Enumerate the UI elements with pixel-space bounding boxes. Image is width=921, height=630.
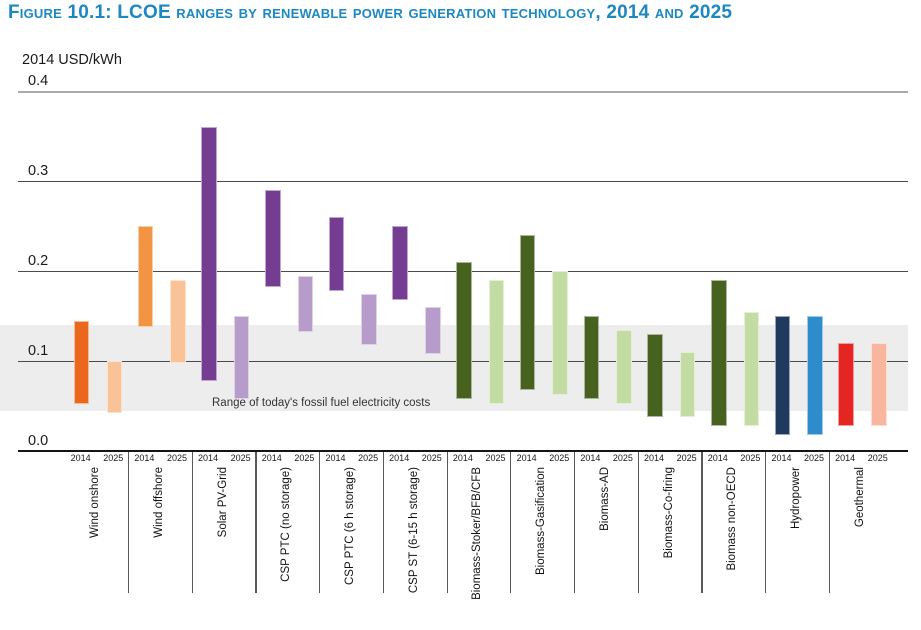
year-label-solar-pv-grid-2025: 2025 [230,453,251,463]
range-bar-csp-st-6-15-h-storage-2025 [425,307,441,354]
year-label-biomass-non-oecd-2025: 2025 [740,453,761,463]
year-label-geothermal-2025: 2025 [867,453,888,463]
range-bar-biomass-stoker-bfb-cfb-2025 [488,280,505,404]
range-bar-csp-st-6-15-h-storage-2014 [392,226,408,300]
category-label-solar-pv-grid: Solar PV-Grid [216,467,229,538]
group-divider [446,452,448,593]
fossil-fuel-band [0,325,908,411]
gridline-0.4 [18,91,908,93]
group-divider [255,452,257,593]
range-bar-biomass-ad-2025 [616,329,632,404]
group-divider [637,452,639,593]
range-bar-biomass-non-oecd-2014 [711,280,727,426]
range-bar-csp-ptc-6-h-storage-2014 [328,217,345,291]
range-bar-wind-onshore-2025 [106,361,122,413]
category-label-wind-onshore: Wind onshore [89,467,102,538]
group-divider [828,452,830,593]
range-bar-csp-ptc-no-storage-2025 [297,275,314,332]
category-label-biomass-ad: Biomass-AD [598,467,611,531]
group-divider [382,452,385,593]
category-label-biomass-gasification: Biomass-Gasification [535,467,548,576]
year-label-csp-st-6-15-h-storage-2025: 2025 [421,453,442,463]
range-bar-biomass-stoker-bfb-cfb-2014 [456,262,472,399]
year-label-csp-st-6-15-h-storage-2014: 2014 [389,453,410,463]
category-label-csp-ptc-6-h-storage: CSP PTC (6 h storage) [343,467,356,586]
range-bar-geothermal-2014 [838,343,854,426]
year-label-csp-ptc-6-h-storage-2025: 2025 [358,453,379,463]
range-bar-csp-ptc-no-storage-2014 [265,190,281,287]
range-bar-biomass-ad-2014 [583,316,600,399]
year-label-biomass-stoker-bfb-cfb-2025: 2025 [485,453,506,463]
range-bar-geothermal-2025 [871,343,887,426]
group-divider [191,452,193,593]
range-bar-biomass-co-firing-2014 [647,334,663,417]
tick-label-0.4: 0.4 [28,73,49,89]
category-label-biomass-co-firing: Biomass-Co-firing [662,467,675,559]
range-bar-wind-onshore-2014 [73,320,90,404]
range-bar-hydropower-2025 [807,316,823,435]
group-divider [573,452,576,593]
year-label-biomass-gasification-2014: 2014 [516,453,537,463]
range-bar-biomass-gasification-2025 [552,271,568,395]
year-label-wind-offshore-2025: 2025 [166,453,187,463]
group-divider [765,452,767,593]
range-bar-hydropower-2014 [774,316,791,435]
x-axis-line [18,450,908,453]
category-label-csp-st-6-15-h-storage: CSP ST (6-15 h storage) [407,467,420,594]
range-bar-biomass-non-oecd-2025 [743,311,760,426]
category-label-biomass-non-oecd: Biomass non-OECD [726,467,739,571]
group-divider [510,452,512,593]
year-label-wind-onshore-2025: 2025 [103,453,124,463]
range-bar-biomass-gasification-2014 [519,235,536,390]
year-label-biomass-non-oecd-2014: 2014 [707,453,728,463]
tick-label-0.3: 0.3 [28,163,49,179]
year-label-csp-ptc-no-storage-2014: 2014 [261,453,282,463]
year-label-biomass-ad-2025: 2025 [612,453,633,463]
y-axis-unit-label: 2014 USD/kWh [22,52,122,68]
group-divider [128,452,130,593]
year-label-biomass-stoker-bfb-cfb-2014: 2014 [452,453,473,463]
year-label-hydropower-2025: 2025 [804,453,825,463]
tick-label-0.0: 0.0 [28,433,49,449]
year-label-biomass-ad-2014: 2014 [580,453,601,463]
year-label-wind-onshore-2014: 2014 [70,453,91,463]
range-bar-wind-offshore-2025 [170,280,186,363]
year-label-biomass-co-firing-2014: 2014 [644,453,665,463]
range-bar-solar-pv-grid-2014 [201,127,217,381]
chart-title: Figure 10.1: LCOE ranges by renewable po… [8,2,733,23]
tick-label-0.1: 0.1 [28,343,49,359]
year-label-geothermal-2014: 2014 [835,453,856,463]
category-label-geothermal: Geothermal [853,467,866,528]
category-label-wind-offshore: Wind offshore [152,467,165,538]
year-label-biomass-gasification-2025: 2025 [549,453,570,463]
category-label-hydropower: Hydropower [789,467,802,529]
group-divider [701,452,703,593]
group-divider [319,452,321,593]
category-label-csp-ptc-no-storage: CSP PTC (no storage) [280,467,293,582]
gridline-0.3 [18,181,908,183]
year-label-solar-pv-grid-2014: 2014 [198,453,219,463]
tick-label-0.2: 0.2 [28,253,49,269]
fossil-fuel-band-label: Range of today's fossil fuel electricity… [212,397,431,409]
year-label-csp-ptc-no-storage-2025: 2025 [294,453,315,463]
year-label-csp-ptc-6-h-storage-2014: 2014 [325,453,346,463]
range-bar-solar-pv-grid-2025 [233,316,250,399]
range-bar-wind-offshore-2014 [137,226,154,327]
range-bar-biomass-co-firing-2025 [679,352,696,417]
category-label-biomass-stoker-bfb-cfb: Biomass-Stoker/BFB/CFB [471,467,484,600]
year-label-hydropower-2014: 2014 [771,453,792,463]
year-label-biomass-co-firing-2025: 2025 [676,453,697,463]
year-label-wind-offshore-2014: 2014 [134,453,155,463]
range-bar-csp-ptc-6-h-storage-2025 [361,293,377,345]
